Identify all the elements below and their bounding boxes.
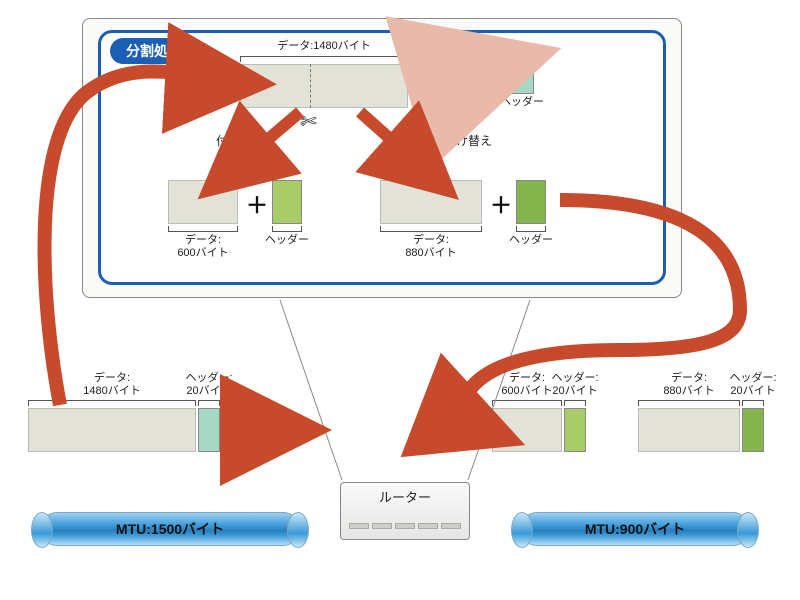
- router-slots: [349, 513, 461, 533]
- rp2-data-block: [638, 408, 740, 452]
- frag1-hdr-label: ヘッダー: [258, 234, 316, 248]
- frag1-data-label-l1: データ:: [160, 234, 246, 248]
- rp1-hdr-l2: 20バイト: [548, 385, 602, 399]
- rp2-hdr-bracket: [742, 400, 764, 406]
- scissors-icon: ✄: [300, 110, 317, 135]
- mtu-right-pipe: MTU:900バイト: [520, 512, 750, 546]
- rp2-data-l2: 880バイト: [638, 385, 740, 399]
- rp1-hdr-block: [564, 408, 586, 452]
- rp1-hdr-bracket: [564, 400, 586, 406]
- left-pkt-data-l1: データ:: [28, 372, 196, 386]
- left-pkt-hdr-bracket: [198, 400, 220, 406]
- detached-header-label: ヘッダー: [496, 96, 548, 110]
- frag1-plus: ＋: [246, 188, 268, 220]
- frag2-header-block: [516, 180, 546, 224]
- left-pkt-data-l2: 1480バイト: [28, 385, 196, 399]
- frag1-hdr-bracket: [272, 226, 302, 232]
- remove-label: 外す: [452, 96, 492, 111]
- rp1-data-bracket: [492, 400, 562, 406]
- cut-line: [310, 64, 311, 108]
- top-data-bracket: [240, 56, 408, 62]
- rp1-hdr-l1: ヘッダー:: [548, 372, 602, 386]
- frag2-data-bracket: [380, 226, 482, 232]
- rp1-data-block: [492, 408, 562, 452]
- router-icon: ルーター: [340, 482, 470, 540]
- frag1-data-block: [168, 180, 238, 224]
- left-pkt-data-block: [28, 408, 196, 452]
- left-pkt-data-bracket: [28, 400, 196, 406]
- left-pkt-hdr-l1: ヘッダー:: [182, 372, 236, 386]
- frag1-header-block: [272, 180, 302, 224]
- frag2-plus: ＋: [490, 188, 512, 220]
- branch-left-label: 付け替え: [210, 134, 270, 149]
- title-badge: 分割処理: [110, 38, 198, 64]
- router-label: ルーター: [341, 487, 469, 506]
- frag2-data-label-l1: データ:: [380, 234, 482, 248]
- rp2-hdr-l1: ヘッダー:: [726, 372, 780, 386]
- mtu-left-pipe: MTU:1500バイト: [40, 512, 300, 546]
- top-data-block: [240, 64, 408, 108]
- mtu-right-label: MTU:900バイト: [585, 519, 685, 539]
- frag1-data-bracket: [168, 226, 238, 232]
- left-pkt-hdr-block: [198, 408, 220, 452]
- detached-header-block: [510, 52, 534, 94]
- frag2-hdr-label: ヘッダー: [502, 234, 560, 248]
- rp2-data-bracket: [638, 400, 740, 406]
- top-data-label: データ:1480バイト: [240, 40, 408, 54]
- left-pkt-hdr-l2: 20バイト: [182, 385, 236, 399]
- frag1-data-label-l2: 600バイト: [160, 247, 246, 261]
- mtu-left-label: MTU:1500バイト: [116, 519, 224, 539]
- frag2-data-block: [380, 180, 482, 224]
- frag2-data-label-l2: 880バイト: [380, 247, 482, 261]
- frag2-hdr-bracket: [516, 226, 546, 232]
- branch-right-label: 付け替え: [438, 134, 498, 149]
- rp2-hdr-l2: 20バイト: [726, 385, 780, 399]
- rp2-hdr-block: [742, 408, 764, 452]
- rp2-data-l1: データ:: [638, 372, 740, 386]
